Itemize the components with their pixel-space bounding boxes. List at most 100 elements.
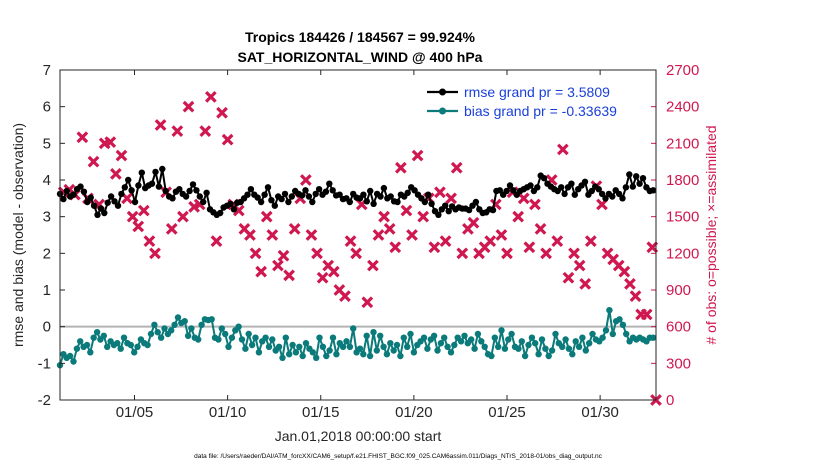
rmse-point [135,182,142,189]
rmse-point [244,191,251,198]
rmse-point [626,171,633,178]
rmse-point [148,180,156,187]
obs-count-marker [277,249,290,262]
bias-point [316,334,323,341]
rmse-point [193,187,200,194]
rmse-point [387,193,394,200]
obs-count-marker [149,247,161,260]
bias-point [168,327,175,334]
rmse-point [84,198,91,206]
bias-point [373,347,380,354]
rmse-point [159,165,166,173]
rmse-point [200,198,207,206]
obs-count-marker [87,155,100,168]
bias-point [619,321,627,328]
rmse-point [176,186,183,193]
bias-point [495,343,502,350]
bias-point [521,352,529,360]
bias-point [420,334,428,341]
rmse-point [465,206,473,214]
obs-count-marker [311,247,323,260]
obs-count-marker [551,235,564,247]
bias-point [313,354,320,361]
bias-point [100,332,108,339]
bias-point [589,330,596,338]
bias-point [242,345,249,352]
bias-point [228,334,236,341]
legend-rmse-marker [439,88,446,96]
bias-point [548,347,556,354]
rmse-point [595,186,602,193]
y-axis-label-left: rmse and bias (model - observation) [10,123,26,347]
bias-point [565,345,573,352]
rmse-point [107,193,115,200]
rmse-point [510,187,517,194]
y-tick-label-left: 3 [43,209,51,226]
bias-point [309,349,316,356]
rmse-point [609,193,616,200]
x-axis-label: Jan.01,2018 00:00:00 start [275,428,442,444]
y-tick-label-left: 7 [43,62,51,79]
y-tick-label-right: 2100 [666,135,699,152]
rmse-point [305,193,313,200]
y-tick-label-right: 900 [666,282,691,299]
obs-count-marker [344,235,357,247]
bias-point [542,345,549,352]
obs-count-marker [406,229,418,241]
bias-point [501,345,509,352]
y-tick-label-left: 6 [43,99,51,116]
rmse-point [571,191,578,198]
bias-point [532,340,539,347]
rmse-point [336,191,343,198]
bias-point [218,325,225,332]
rmse-point [404,189,411,196]
bias-point [195,336,202,343]
rmse-point [268,197,275,204]
obs-count-marker [579,278,592,290]
bias-point [302,340,310,347]
bias-point [390,347,397,354]
rmse-point [329,187,336,194]
rmse-point [425,191,432,198]
bias-point [518,338,525,345]
rmse-point [428,200,435,207]
rmse-point [496,187,503,194]
y-tick-label-left: 0 [43,319,51,336]
obs-count-marker [299,174,312,186]
obs-count-marker [584,235,597,247]
bias-point [319,343,327,350]
bias-point [599,334,606,341]
bias-point [461,332,468,339]
rmse-point [101,209,108,217]
rmse-point [264,184,272,191]
bias-point [275,343,283,350]
rmse-point [257,198,265,206]
rmse-point [169,195,176,202]
obs-count-marker [618,265,631,278]
bias-point [265,343,273,350]
rmse-point [118,190,125,198]
bias-point [447,349,455,356]
rmse-point [125,176,132,184]
rmse-point [278,195,285,203]
rmse-point [380,184,388,192]
rmse-point [111,198,118,205]
rmse-point [182,193,190,200]
rmse-point [189,181,197,188]
rmse-point [472,198,480,206]
obs-count-marker [137,204,150,217]
obs-count-marker [154,119,167,131]
bias-point [255,349,263,356]
bias-point [83,341,91,349]
bias-point [575,343,583,350]
bias-point [104,343,111,350]
bias-point [545,352,552,360]
obs-count-marker [629,290,642,302]
obs-count-marker [182,100,195,113]
obs-count-marker [400,204,413,217]
obs-count-marker [417,210,430,223]
obs-count-marker [445,192,457,205]
obs-count-marker [372,229,385,241]
obs-count-marker [529,198,541,211]
rmse-point [312,190,319,198]
